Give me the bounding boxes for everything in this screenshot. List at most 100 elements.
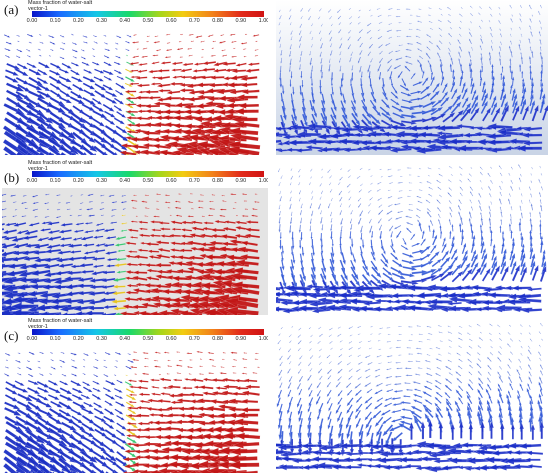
vector-arrow xyxy=(468,422,474,441)
vector-arrow xyxy=(395,230,402,239)
vector-arrow xyxy=(436,186,442,191)
vector-arrow xyxy=(298,181,301,186)
vector-arrow xyxy=(486,383,492,391)
vector-arrow xyxy=(300,15,303,20)
vector-arrow xyxy=(509,33,512,38)
vector-arrow xyxy=(91,48,96,50)
vector-arrow xyxy=(477,388,484,399)
vector-arrow xyxy=(328,15,333,20)
vector-arrow xyxy=(376,197,383,202)
vector-arrow xyxy=(155,200,160,202)
vector-arrow xyxy=(412,399,423,405)
vector-arrow xyxy=(481,267,491,282)
vector-arrow xyxy=(449,211,453,218)
vector-arrow xyxy=(119,150,137,155)
vector-arrow xyxy=(4,386,19,395)
vector-arrow xyxy=(310,65,314,74)
vector-arrow xyxy=(2,235,8,239)
vector-arrow xyxy=(93,145,108,155)
vector-arrow xyxy=(156,75,171,81)
vector-arrow xyxy=(411,242,421,248)
vector-arrow xyxy=(328,361,332,365)
vector-arrow xyxy=(479,44,483,51)
vector-arrow xyxy=(24,243,40,248)
vector-arrow xyxy=(15,471,20,473)
vector-arrow xyxy=(169,220,183,225)
vector-arrow xyxy=(468,38,473,45)
vector-arrow xyxy=(510,179,514,185)
vector-arrow xyxy=(289,182,292,186)
vector-arrow xyxy=(497,387,503,397)
vector-arrow xyxy=(507,197,511,205)
vector-arrow xyxy=(318,30,322,35)
vector-arrow xyxy=(381,77,386,89)
vector-arrow xyxy=(386,58,393,64)
vector-arrow xyxy=(405,346,412,349)
vector-arrow xyxy=(377,340,381,342)
vector-arrow xyxy=(511,76,515,87)
vector-arrow xyxy=(279,77,283,89)
vector-arrow xyxy=(94,228,105,232)
vector-arrow xyxy=(339,209,343,216)
vector-arrow xyxy=(125,97,136,105)
vector-arrow xyxy=(519,204,522,212)
vector-arrow xyxy=(46,235,62,241)
vector-arrow xyxy=(295,131,322,138)
vector-arrow xyxy=(298,64,301,71)
vector-arrow xyxy=(195,350,203,354)
vector-arrow xyxy=(376,188,381,192)
vector-arrow xyxy=(217,95,238,102)
vector-arrow xyxy=(125,109,139,114)
vector-arrow xyxy=(39,351,45,354)
vector-arrow xyxy=(2,235,18,241)
vector-arrow xyxy=(356,175,361,180)
vector-arrow xyxy=(340,106,348,121)
vector-arrow xyxy=(371,410,382,420)
vector-arrow xyxy=(509,83,513,95)
vector-arrow xyxy=(348,7,352,11)
vector-arrow xyxy=(451,68,455,79)
vector-arrow xyxy=(421,108,439,115)
vector-arrow xyxy=(390,397,401,401)
vector-arrow xyxy=(518,63,522,72)
vector-arrow xyxy=(198,365,203,368)
vector-arrow xyxy=(233,425,259,434)
vector-arrow xyxy=(327,202,331,209)
vector-arrow xyxy=(310,23,314,27)
vector-arrow xyxy=(402,252,415,258)
vector-arrow xyxy=(308,348,312,352)
vector-arrow xyxy=(531,166,534,170)
vector-arrow xyxy=(509,57,512,66)
vector-arrow xyxy=(520,345,523,349)
vector-arrow xyxy=(301,113,308,128)
vector-arrow xyxy=(366,22,372,27)
color-legend-bar xyxy=(32,329,264,335)
vector-arrow xyxy=(112,284,126,289)
vector-arrow xyxy=(470,249,477,262)
vector-arrow xyxy=(375,382,383,387)
vector-arrow xyxy=(440,90,449,102)
vector-arrow xyxy=(469,20,473,24)
vector-arrow xyxy=(36,469,45,473)
vector-arrow xyxy=(132,351,138,353)
vector-arrow xyxy=(221,200,227,202)
vector-arrow xyxy=(420,275,438,282)
vector-arrow xyxy=(278,333,281,337)
vector-arrow xyxy=(387,23,393,25)
vector-arrow xyxy=(16,144,37,155)
vector-arrow xyxy=(519,12,522,17)
vector-arrow xyxy=(477,357,482,362)
vector-arrow xyxy=(497,350,502,356)
vector-arrow xyxy=(307,383,313,391)
vector-arrow xyxy=(43,257,61,263)
vector-arrow xyxy=(132,270,148,275)
vector-arrow xyxy=(92,249,106,254)
vector-arrow xyxy=(328,327,333,331)
vector-arrow xyxy=(518,358,522,363)
vector-arrow xyxy=(317,16,321,20)
vector-arrow xyxy=(289,79,292,88)
vector-arrow xyxy=(179,56,184,58)
vector-arrow xyxy=(82,146,97,155)
vector-arrow xyxy=(391,272,407,280)
vector-arrow xyxy=(71,470,77,473)
